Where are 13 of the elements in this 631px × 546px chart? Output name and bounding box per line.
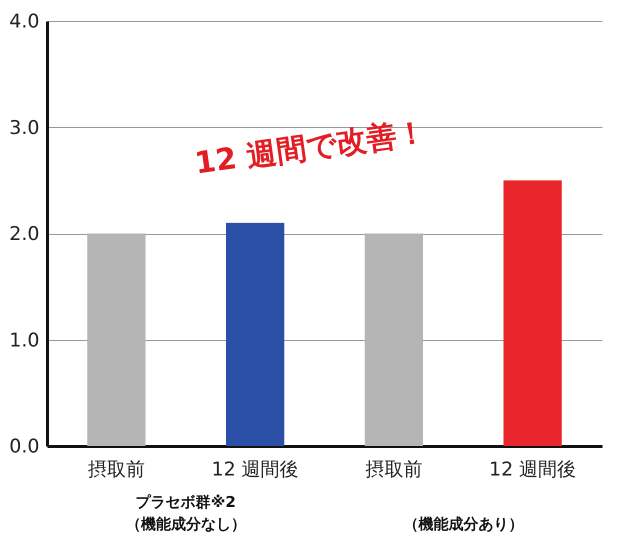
annotation: 12 週間で改善！	[192, 114, 428, 182]
x-tick-label: 摂取前	[88, 458, 145, 480]
text: プラセボ群※2	[136, 493, 236, 511]
x-tick-label: 12 週間後	[489, 458, 576, 480]
x-tick-label: 12 週間後	[212, 458, 299, 480]
y-tick-label: 1.0	[9, 329, 40, 352]
y-tick-label: 3.0	[9, 116, 40, 139]
y-tick-label: 4.0	[9, 10, 40, 32]
y-tick-label: 2.0	[9, 223, 40, 245]
text: （機能成分あり）	[403, 515, 524, 533]
x-tick-label: 摂取前	[365, 458, 422, 480]
y-tick-label: 0.0	[9, 436, 40, 458]
text: （機能成分なし）	[126, 515, 246, 533]
